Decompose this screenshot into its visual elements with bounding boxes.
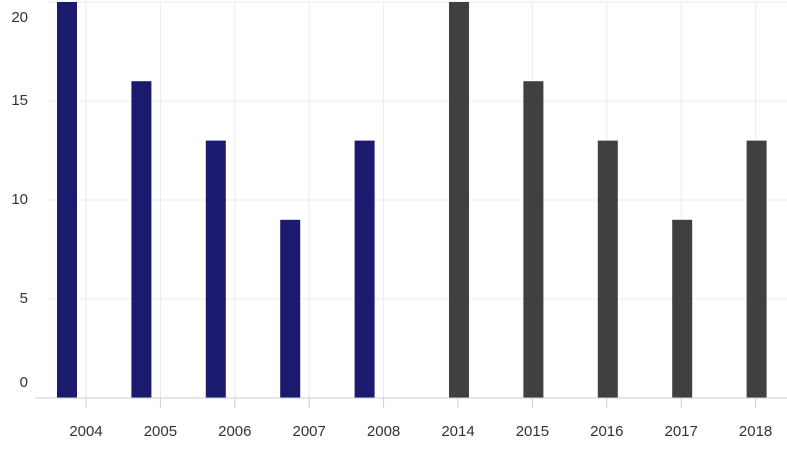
bar <box>746 140 767 398</box>
bars <box>57 2 767 398</box>
bar <box>597 140 618 398</box>
bar <box>280 219 301 398</box>
bar <box>131 81 152 398</box>
x-tick-label: 2014 <box>441 423 474 440</box>
x-tick-label: 2016 <box>590 423 623 440</box>
y-tick-label: 15 <box>11 92 28 109</box>
x-tick-label: 2006 <box>218 423 251 440</box>
y-tick-label: 10 <box>11 191 28 208</box>
y-tick-label: 20 <box>11 9 28 26</box>
bar <box>205 140 226 398</box>
labels: 0 5 10 15 20 2004 2005 2006 2007 2008 2014 2015 2016… <box>11 9 772 440</box>
bar <box>449 2 469 398</box>
bar <box>672 219 693 398</box>
x-tick-label: 2008 <box>367 423 400 440</box>
x-tick-label: 2005 <box>144 423 177 440</box>
bar <box>354 140 375 398</box>
x-tick-label: 2004 <box>69 423 102 440</box>
bar <box>523 81 544 398</box>
x-tick-label: 2015 <box>516 423 549 440</box>
x-tick-label: 2018 <box>739 423 772 440</box>
x-tick-label: 2007 <box>293 423 326 440</box>
x-tick-label: 2017 <box>665 423 698 440</box>
y-tick-label: 0 <box>20 374 28 391</box>
bar <box>57 2 77 398</box>
y-tick-label: 5 <box>20 290 28 307</box>
